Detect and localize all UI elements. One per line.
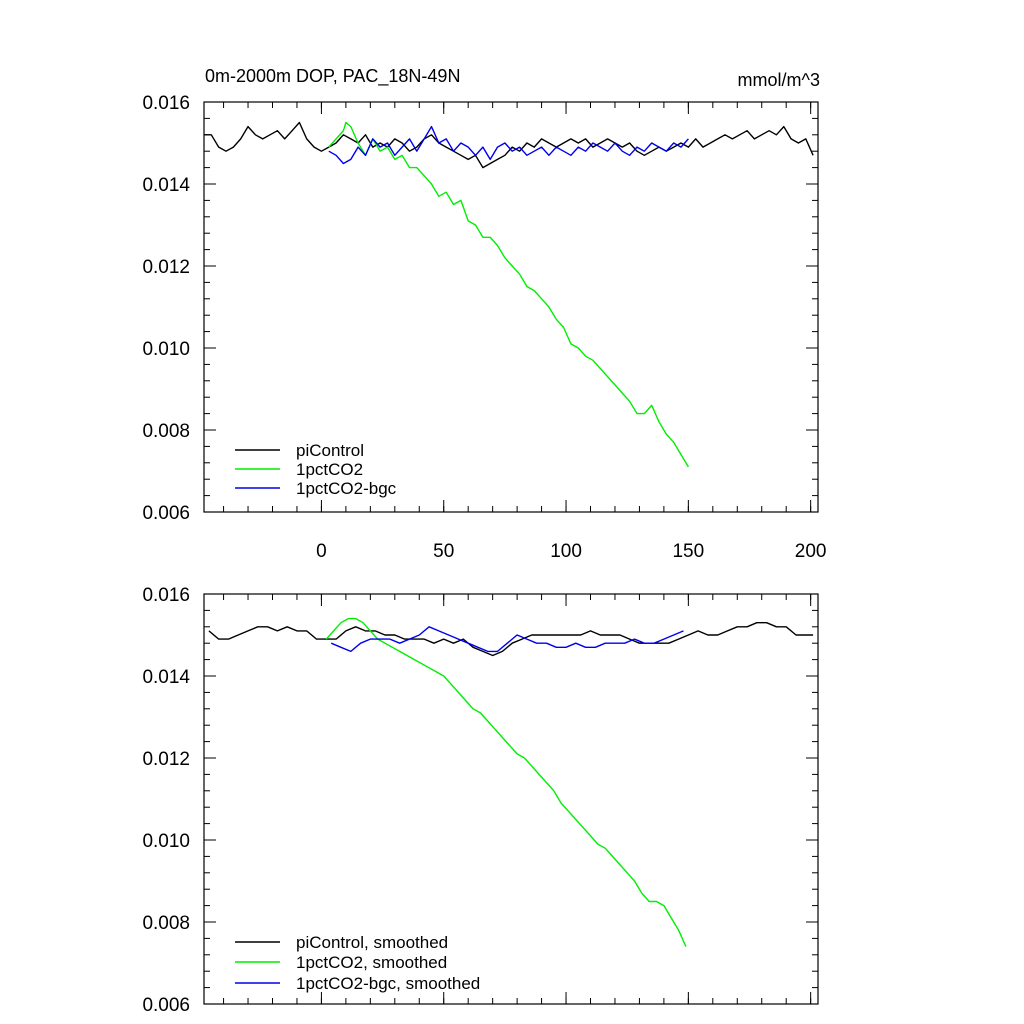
y-tick-label: 0.010: [142, 831, 190, 852]
series-picontrol-smoothed: [208, 622, 814, 657]
chart-title: 0m-2000m DOP, PAC_18N-49N: [205, 66, 460, 87]
top-panel: 0m-2000m DOP, PAC_18N-49N mmol/m^3 0.016…: [142, 66, 826, 562]
x-tick-label: 50: [433, 541, 454, 562]
y-tick-label: 0.014: [142, 667, 190, 688]
legend-label-picontrol-smoothed: piControl, smoothed: [296, 933, 448, 952]
legend-label-1pctco2-smoothed: 1pctCO2, smoothed: [296, 953, 447, 972]
series-1pctco2-bgc-smoothed: [330, 626, 684, 653]
x-tick-label: 200: [795, 541, 827, 562]
y-tick-label: 0.008: [142, 421, 190, 442]
y-tick-label: 0.012: [142, 749, 190, 770]
y-tick-label: 0.008: [142, 913, 190, 934]
y-tick-label: 0.006: [142, 503, 190, 524]
series-1pctco2-smoothed: [325, 617, 687, 947]
plot-frame: [203, 593, 819, 1005]
legend-label-1pctco2-bgc-smoothed: 1pctCO2-bgc, smoothed: [296, 974, 480, 993]
y-tick-label: 0.012: [142, 257, 190, 278]
series-1pctco2-bgc: [328, 125, 689, 165]
x-tick-label: 150: [672, 541, 704, 562]
series-1pctco2: [328, 121, 689, 468]
y-tick-label: 0.016: [142, 93, 190, 114]
y-tick-label: 0.006: [142, 995, 190, 1016]
legend: piControl, smoothed 1pctCO2, smoothed 1p…: [235, 933, 480, 993]
plot-frame: [203, 101, 819, 513]
legend-label-1pctco2-bgc: 1pctCO2-bgc: [296, 479, 397, 498]
x-tick-label: 100: [550, 541, 582, 562]
legend-label-picontrol: piControl: [296, 441, 364, 460]
bottom-panel: 0.016 0.014 0.012 0.010 0.008 0.006 piControl…: [142, 585, 819, 1016]
units-label: mmol/m^3: [738, 70, 820, 90]
y-tick-label: 0.014: [142, 175, 190, 196]
y-tick-label: 0.016: [142, 585, 190, 606]
legend: piControl 1pctCO2 1pctCO2-bgc: [235, 441, 397, 498]
series-picontrol: [204, 121, 814, 169]
legend-label-1pctco2: 1pctCO2: [296, 460, 363, 479]
y-tick-label: 0.010: [142, 339, 190, 360]
x-tick-label: 0: [316, 541, 327, 562]
